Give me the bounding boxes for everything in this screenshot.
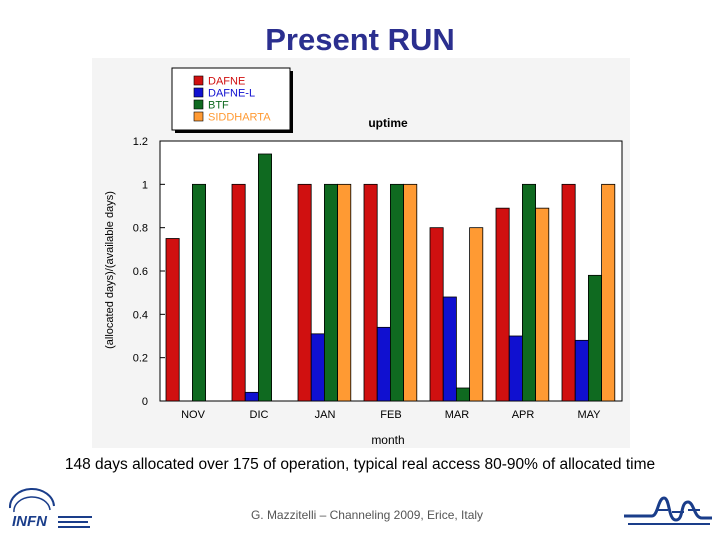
bar-dafne-feb xyxy=(363,183,378,402)
bar-dafne-may xyxy=(561,183,576,402)
lnf-logo xyxy=(624,496,712,525)
bar-siddharta-mar xyxy=(469,227,484,402)
legend-label-btf: BTF xyxy=(208,100,229,112)
x-tick-label: JAN xyxy=(315,409,336,421)
legend-label-dafne: DAFNE xyxy=(208,76,245,88)
footer-text: G. Mazzitelli – Channeling 2009, Erice, … xyxy=(250,508,484,522)
legend-swatch-dafne xyxy=(193,75,204,86)
x-tick-label: DIC xyxy=(250,409,269,421)
bar-btf-may xyxy=(587,274,602,402)
x-tick-label: MAR xyxy=(445,409,470,421)
y-tick-label: 0 xyxy=(142,396,148,408)
slide-caption: 148 days allocated over 175 of operation… xyxy=(64,456,656,473)
y-tick-label: 0.2 xyxy=(133,353,148,365)
bar-btf-jan xyxy=(323,183,338,402)
bars-group xyxy=(165,153,616,402)
bar-btf-mar xyxy=(455,387,470,402)
bar-dafne-l-feb xyxy=(376,326,391,402)
bar-dafne-l-may xyxy=(574,339,589,402)
x-tick-label: MAY xyxy=(577,409,601,421)
y-tick-label: 1 xyxy=(142,179,148,191)
bar-btf-dic xyxy=(257,153,272,402)
y-tick-label: 0.8 xyxy=(133,223,148,235)
bar-siddharta-may xyxy=(601,183,616,402)
x-tick-label: FEB xyxy=(380,409,401,421)
bar-dafne-l-apr xyxy=(508,335,523,402)
x-tick-label: APR xyxy=(512,409,535,421)
bar-dafne-mar xyxy=(429,227,444,402)
x-axis-label: month xyxy=(371,433,404,447)
uptime-chart: NOV DIC JAN FEB MAR APR MAY 0 0.2 0.4 0.6 0.8 1 1.2 up… xyxy=(104,67,623,447)
bar-dafne-apr xyxy=(495,207,510,402)
bar-dafne-jan xyxy=(297,183,312,402)
x-tick-label: NOV xyxy=(181,409,206,421)
y-tick-label: 0.6 xyxy=(133,266,148,278)
bar-btf-apr xyxy=(521,183,536,402)
bar-dafne-dic xyxy=(231,183,246,402)
legend-label-siddharta: SIDDHARTA xyxy=(208,112,271,124)
chart-frame: NOV DIC JAN FEB MAR APR MAY 0 0.2 0.4 0.6 0.8 1 1.2 up… xyxy=(92,58,630,448)
bar-siddharta-feb xyxy=(403,183,418,402)
legend-swatch-siddharta xyxy=(193,111,204,122)
legend-swatch-btf xyxy=(193,99,204,110)
chart-title: uptime xyxy=(368,116,408,130)
bar-btf-nov xyxy=(192,183,207,402)
y-axis-label: (allocated days)/(available days) xyxy=(104,191,116,349)
legend-label-dafne-l: DAFNE-L xyxy=(208,88,255,100)
infn-logo: INFN xyxy=(8,488,92,530)
bar-dafne-l-mar xyxy=(442,296,457,402)
bar-dafne-l-jan xyxy=(310,333,325,402)
axes-group: NOV DIC JAN FEB MAR APR MAY 0 0.2 0.4 0.6 0.8 1 1.2 up… xyxy=(104,116,601,447)
bar-siddharta-apr xyxy=(535,207,550,402)
y-tick-label: 0.4 xyxy=(133,309,148,321)
legend-box xyxy=(171,67,291,131)
legend-swatch-dafne-l xyxy=(193,87,204,98)
bar-dafne-l-dic xyxy=(244,391,259,402)
slide-title: Present RUN xyxy=(265,22,455,57)
infn-logo-text: INFN xyxy=(12,513,48,530)
y-tick-label: 1.2 xyxy=(133,136,148,148)
bar-dafne-nov xyxy=(165,238,180,402)
bar-siddharta-jan xyxy=(337,183,352,402)
bar-btf-feb xyxy=(389,183,404,402)
